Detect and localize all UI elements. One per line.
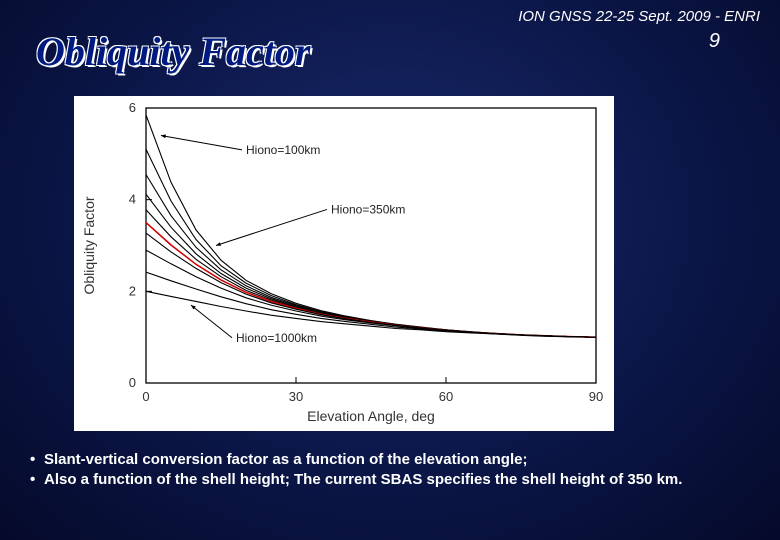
svg-text:Obliquity Factor: Obliquity Factor (81, 196, 97, 294)
bullet-item: Slant-vertical conversion factor as a fu… (30, 450, 750, 470)
slide-title: Obliquity Factor (36, 28, 310, 75)
bullet-item: Also a function of the shell height; The… (30, 470, 750, 490)
svg-text:90: 90 (589, 389, 603, 404)
svg-text:Hiono=100km: Hiono=100km (246, 143, 320, 157)
svg-text:0: 0 (142, 389, 149, 404)
header-note: ION GNSS 22-25 Sept. 2009 - ENRI (518, 8, 760, 25)
svg-text:6: 6 (129, 100, 136, 115)
svg-text:2: 2 (129, 283, 136, 298)
svg-text:30: 30 (289, 389, 303, 404)
svg-text:60: 60 (439, 389, 453, 404)
svg-text:Hiono=350km: Hiono=350km (331, 202, 405, 216)
page-number: 9 (709, 30, 720, 53)
svg-text:Elevation Angle, deg: Elevation Angle, deg (307, 408, 435, 424)
bullet-list: Slant-vertical conversion factor as a fu… (30, 450, 750, 491)
svg-text:0: 0 (129, 375, 136, 390)
svg-text:Hiono=1000km: Hiono=1000km (236, 331, 317, 345)
svg-text:4: 4 (129, 192, 136, 207)
obliquity-chart: 0 30 60 90 0 2 4 6 Elevation Angle, deg Obliquity… (74, 96, 614, 431)
